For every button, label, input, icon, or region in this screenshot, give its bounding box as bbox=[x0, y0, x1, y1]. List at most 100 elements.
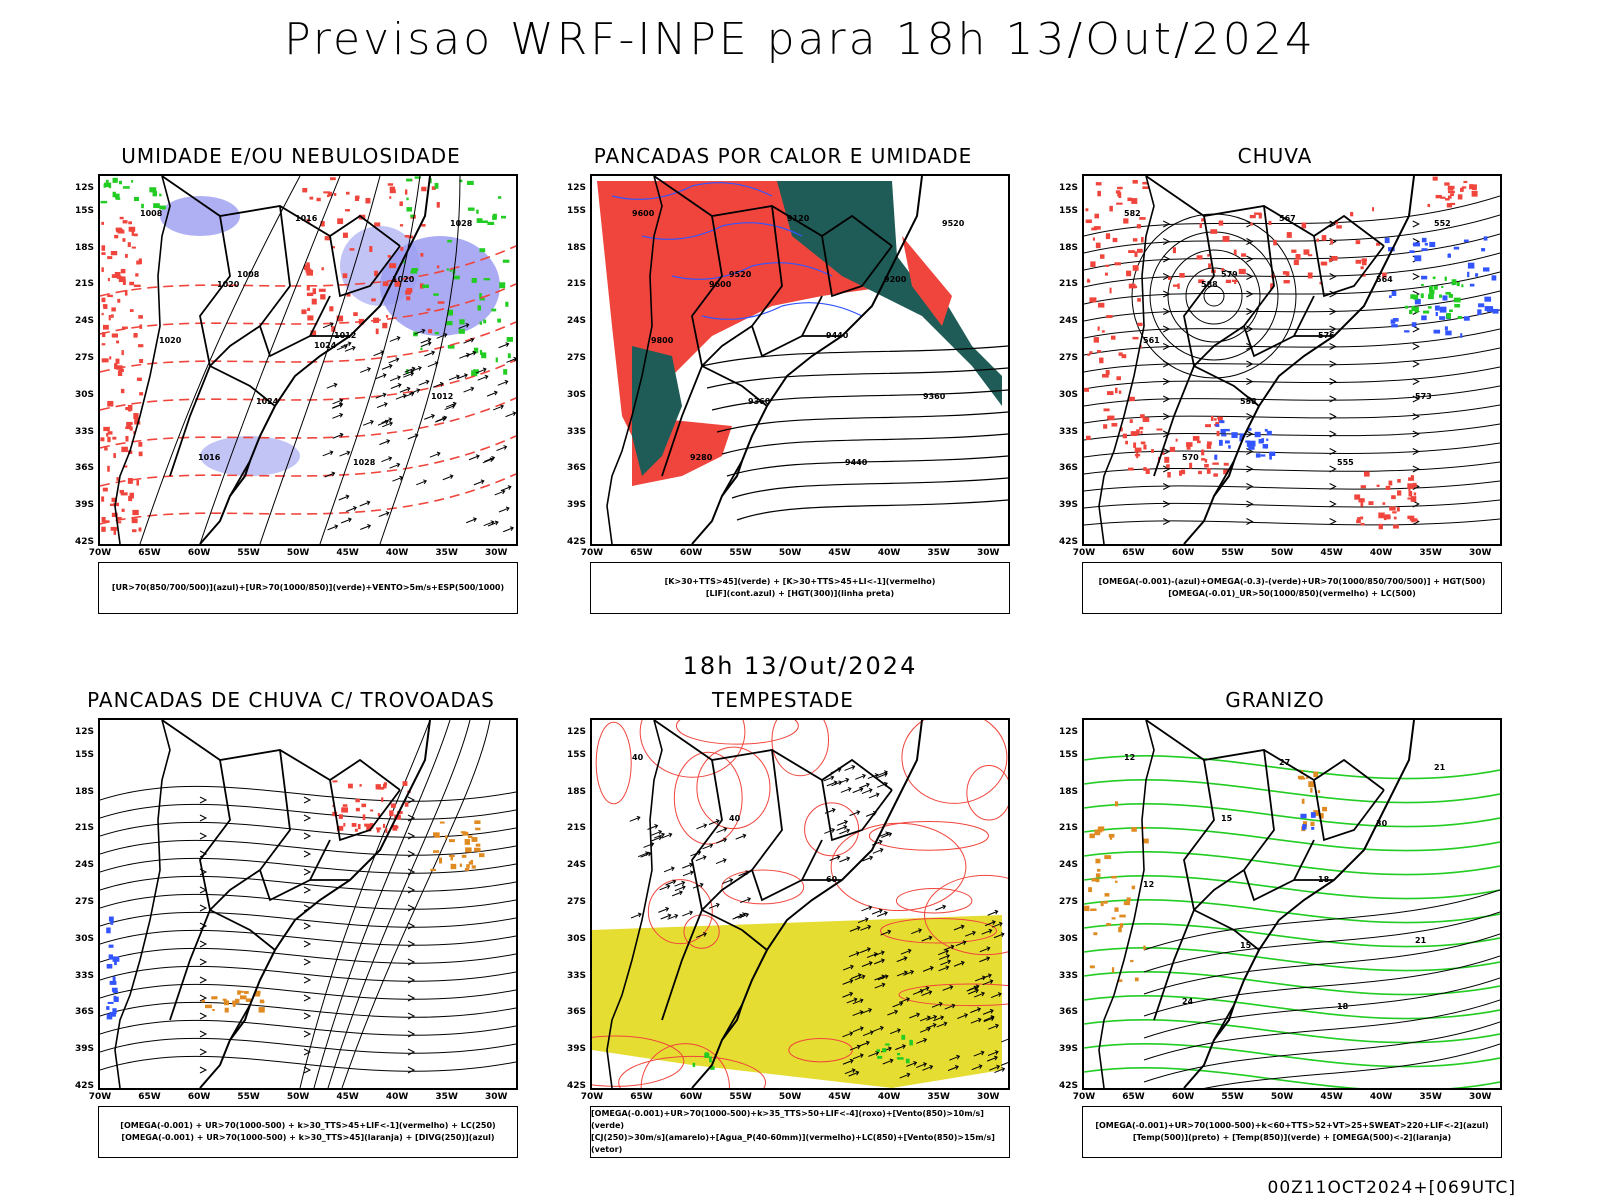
coastline bbox=[114, 176, 171, 544]
longitude-label: 40W bbox=[1369, 1092, 1393, 1102]
thunderstorm-speckle bbox=[433, 832, 440, 837]
wind-vector bbox=[848, 1070, 860, 1077]
latitude-label: 15S bbox=[1058, 205, 1078, 216]
instability-area bbox=[902, 236, 952, 326]
arrowhead bbox=[303, 994, 312, 1002]
contour-label: 570 bbox=[1182, 453, 1199, 462]
rain-speckle bbox=[1117, 193, 1121, 197]
rain-speckle bbox=[1328, 258, 1332, 262]
wind-vector bbox=[852, 1026, 864, 1033]
longitude-label: 30W bbox=[484, 1092, 508, 1102]
rain-speckle bbox=[1273, 239, 1277, 246]
rain-speckle bbox=[129, 492, 134, 499]
rain-speckle bbox=[1453, 246, 1460, 250]
humidity-speckle bbox=[410, 214, 415, 218]
humidity-speckle bbox=[152, 190, 158, 197]
rain-speckle bbox=[1453, 297, 1461, 303]
map-panel-6: GRANIZO 12S 15S 18S 21S 24S 27S 30S 33S 36S 39S 42S… bbox=[1040, 688, 1510, 1168]
lifted-index-contour bbox=[641, 222, 803, 240]
wind-vector bbox=[465, 517, 477, 524]
thickness-contour bbox=[100, 397, 516, 449]
rain-speckle bbox=[124, 289, 128, 296]
arrowhead bbox=[407, 1030, 416, 1038]
wind-vector bbox=[667, 913, 679, 920]
wind-vector bbox=[842, 964, 854, 971]
rain-speckle bbox=[114, 234, 119, 239]
rain-speckle bbox=[307, 315, 314, 321]
divergence-speckle bbox=[107, 1001, 114, 1004]
wind-vector bbox=[896, 956, 908, 963]
wind-vector bbox=[340, 517, 352, 524]
longitude-label: 65W bbox=[1122, 548, 1145, 558]
rain-speckle bbox=[112, 436, 117, 440]
state-border bbox=[653, 176, 893, 247]
humidity-speckle bbox=[112, 191, 116, 198]
humidity-speckle bbox=[477, 305, 482, 311]
rain-speckle bbox=[1143, 467, 1147, 471]
temperature-850-contour bbox=[1084, 875, 1500, 900]
arrowhead bbox=[1162, 290, 1171, 298]
rain-speckle bbox=[1134, 251, 1138, 257]
rain-speckle bbox=[318, 288, 326, 292]
thunderstorm-speckle bbox=[224, 1007, 229, 1013]
rain-speckle bbox=[1264, 428, 1268, 432]
thunderstorm-speckle bbox=[364, 823, 371, 827]
wind-vector bbox=[989, 1064, 1001, 1071]
rain-speckle bbox=[1166, 464, 1170, 468]
rain-speckle bbox=[1414, 306, 1419, 313]
arrowhead bbox=[1246, 430, 1254, 438]
temperature-850-contour bbox=[1084, 1043, 1500, 1068]
longitude-label: 50W bbox=[778, 548, 802, 558]
temperature-850-contour bbox=[1084, 803, 1500, 828]
rain-speckle bbox=[1356, 519, 1361, 524]
rain-speckle bbox=[1435, 311, 1438, 317]
longitude-label: 30W bbox=[1468, 1092, 1492, 1102]
rain-speckle bbox=[1411, 322, 1417, 327]
thunderstorm-speckle bbox=[439, 857, 443, 864]
arrowhead bbox=[1412, 395, 1420, 403]
omega-speckle bbox=[1111, 967, 1115, 973]
wind-speckle bbox=[882, 1048, 887, 1053]
omega-speckle bbox=[1131, 827, 1137, 832]
rain-speckle bbox=[436, 202, 440, 208]
contour-label: 1028 bbox=[353, 458, 376, 467]
wind-vector bbox=[382, 421, 394, 428]
rain-speckle bbox=[1210, 229, 1218, 234]
rain-speckle bbox=[1136, 224, 1142, 229]
arrowhead bbox=[1329, 360, 1337, 368]
rain-speckle bbox=[1434, 305, 1440, 311]
temperature-850-contour bbox=[1084, 851, 1500, 876]
rain-speckle bbox=[1156, 428, 1163, 431]
rain-speckle bbox=[1179, 273, 1185, 278]
rain-speckle bbox=[1093, 226, 1101, 230]
panel-legend: [OMEGA(-0.001)-(azul)+OMEGA(-0.3)-(verde… bbox=[1082, 562, 1502, 614]
wind-speckle bbox=[704, 1052, 709, 1058]
rain-speckle bbox=[1140, 441, 1146, 445]
panel-title: UMIDADE E/OU NEBULOSIDADE bbox=[121, 144, 461, 168]
thunderstorm-speckle bbox=[255, 990, 261, 995]
thunderstorm-speckle bbox=[211, 996, 218, 1000]
rain-speckle bbox=[316, 197, 321, 202]
rain-speckle bbox=[1435, 194, 1442, 199]
rain-speckle bbox=[1206, 468, 1211, 474]
thunderstorm-speckle bbox=[361, 803, 367, 808]
contour-label: 1008 bbox=[140, 209, 163, 218]
thunderstorm-speckle bbox=[212, 1008, 215, 1012]
omega-speckle bbox=[1311, 826, 1315, 830]
height-contour bbox=[1084, 518, 1500, 526]
rain-speckle bbox=[1097, 326, 1100, 331]
humidity-speckle bbox=[104, 182, 111, 187]
humidity-area bbox=[200, 436, 300, 476]
thunderstorm-speckle bbox=[338, 814, 343, 819]
wind-vector bbox=[916, 1037, 928, 1044]
omega-speckle bbox=[1089, 965, 1095, 969]
contour-label: 564 bbox=[1376, 275, 1393, 284]
height-contour bbox=[1084, 214, 1500, 254]
humidity-speckle bbox=[410, 270, 418, 274]
wind-vector bbox=[852, 787, 864, 794]
map-panel-4: PANCADAS DE CHUVA C/ TROVOADAS 12S 15S 18S 2… bbox=[56, 688, 526, 1168]
humidity-speckle bbox=[479, 321, 482, 325]
rain-speckle bbox=[1084, 387, 1089, 392]
omega-speckle bbox=[1104, 855, 1112, 860]
temperature-850-contour bbox=[1084, 779, 1500, 804]
